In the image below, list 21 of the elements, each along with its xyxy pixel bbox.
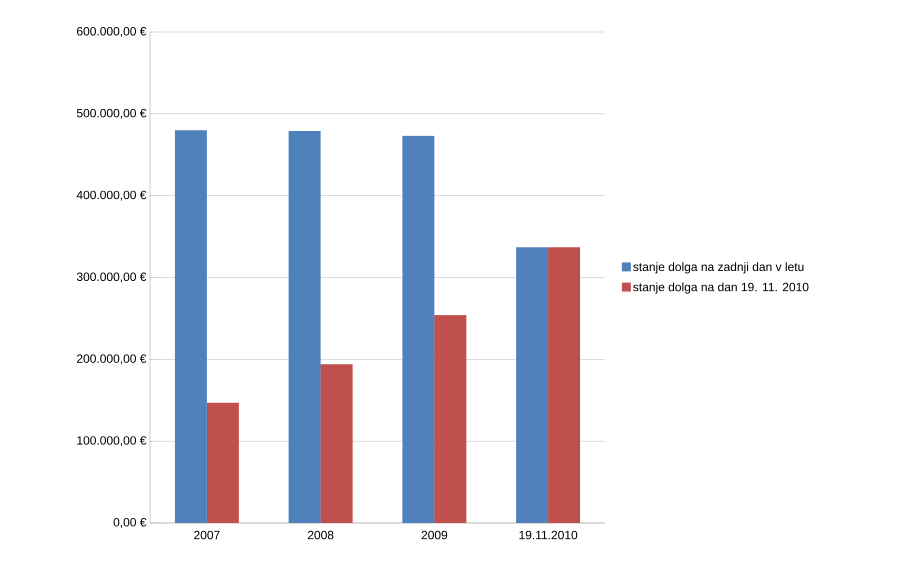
bar: [288, 131, 321, 523]
bar: [174, 130, 207, 523]
x-tick-label: 19.11.2010: [519, 530, 578, 540]
y-tick-label: 500.000,00 €: [76, 108, 146, 119]
bar: [548, 247, 580, 523]
bar: [206, 402, 239, 523]
bar: [516, 247, 548, 523]
y-tick-label: 400.000,00 €: [76, 190, 146, 201]
y-tick-label: 600.000,00 €: [77, 27, 146, 37]
bar: [402, 136, 434, 523]
bar: [320, 364, 353, 523]
legend-label: stanje dolga na zadnji dan v letu: [633, 262, 804, 274]
y-tick-label: 300.000,00 €: [76, 272, 146, 282]
y-tick-label: 100.000,00 €: [77, 436, 146, 446]
x-tick-label: 2007: [194, 530, 220, 540]
legend-label: stanje dolga na dan 19. 11. 2010: [633, 282, 808, 294]
y-tick-label: 0,00 €: [114, 518, 146, 528]
x-tick-label: 2008: [308, 530, 334, 540]
bar: [434, 315, 466, 523]
y-tick-label: 200.000,00 €: [77, 354, 146, 364]
x-tick-label: 2009: [422, 530, 448, 540]
